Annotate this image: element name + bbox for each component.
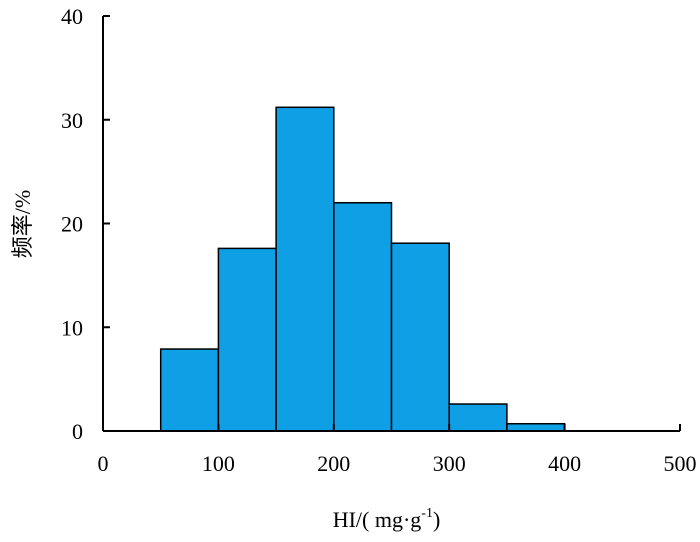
y-axis-title: 频率/% bbox=[10, 190, 35, 258]
x-axis-ticks: 0 100 200 300 400 500 bbox=[98, 424, 697, 476]
y-tick-label: 0 bbox=[72, 419, 83, 444]
y-tick-label: 30 bbox=[61, 108, 83, 133]
x-axis-title-close: ) bbox=[433, 507, 440, 532]
x-tick-label: 0 bbox=[98, 451, 109, 476]
histogram-bar bbox=[390, 242, 450, 432]
histogram-bar bbox=[448, 403, 508, 432]
x-axis-title-superscript: -1 bbox=[421, 506, 433, 521]
x-tick-label: 400 bbox=[548, 451, 581, 476]
histogram-bar bbox=[217, 247, 277, 432]
histogram-bar bbox=[275, 106, 335, 432]
histogram-bar bbox=[506, 422, 566, 432]
histogram-bar bbox=[159, 348, 220, 432]
bars-group bbox=[159, 106, 566, 432]
y-tick-label: 40 bbox=[61, 4, 83, 29]
y-tick-label: 10 bbox=[61, 315, 83, 340]
y-tick-label: 20 bbox=[61, 212, 83, 237]
x-tick-label: 500 bbox=[664, 451, 697, 476]
x-tick-label: 100 bbox=[202, 451, 235, 476]
histogram-bar bbox=[333, 202, 393, 432]
x-axis-title: HI/( mg·g-1) bbox=[333, 506, 441, 532]
x-tick-label: 300 bbox=[433, 451, 466, 476]
x-axis-title-main: HI/( mg·g bbox=[333, 507, 422, 532]
x-tick-label: 200 bbox=[317, 451, 350, 476]
y-axis-ticks: 0 10 20 30 40 bbox=[61, 4, 110, 444]
